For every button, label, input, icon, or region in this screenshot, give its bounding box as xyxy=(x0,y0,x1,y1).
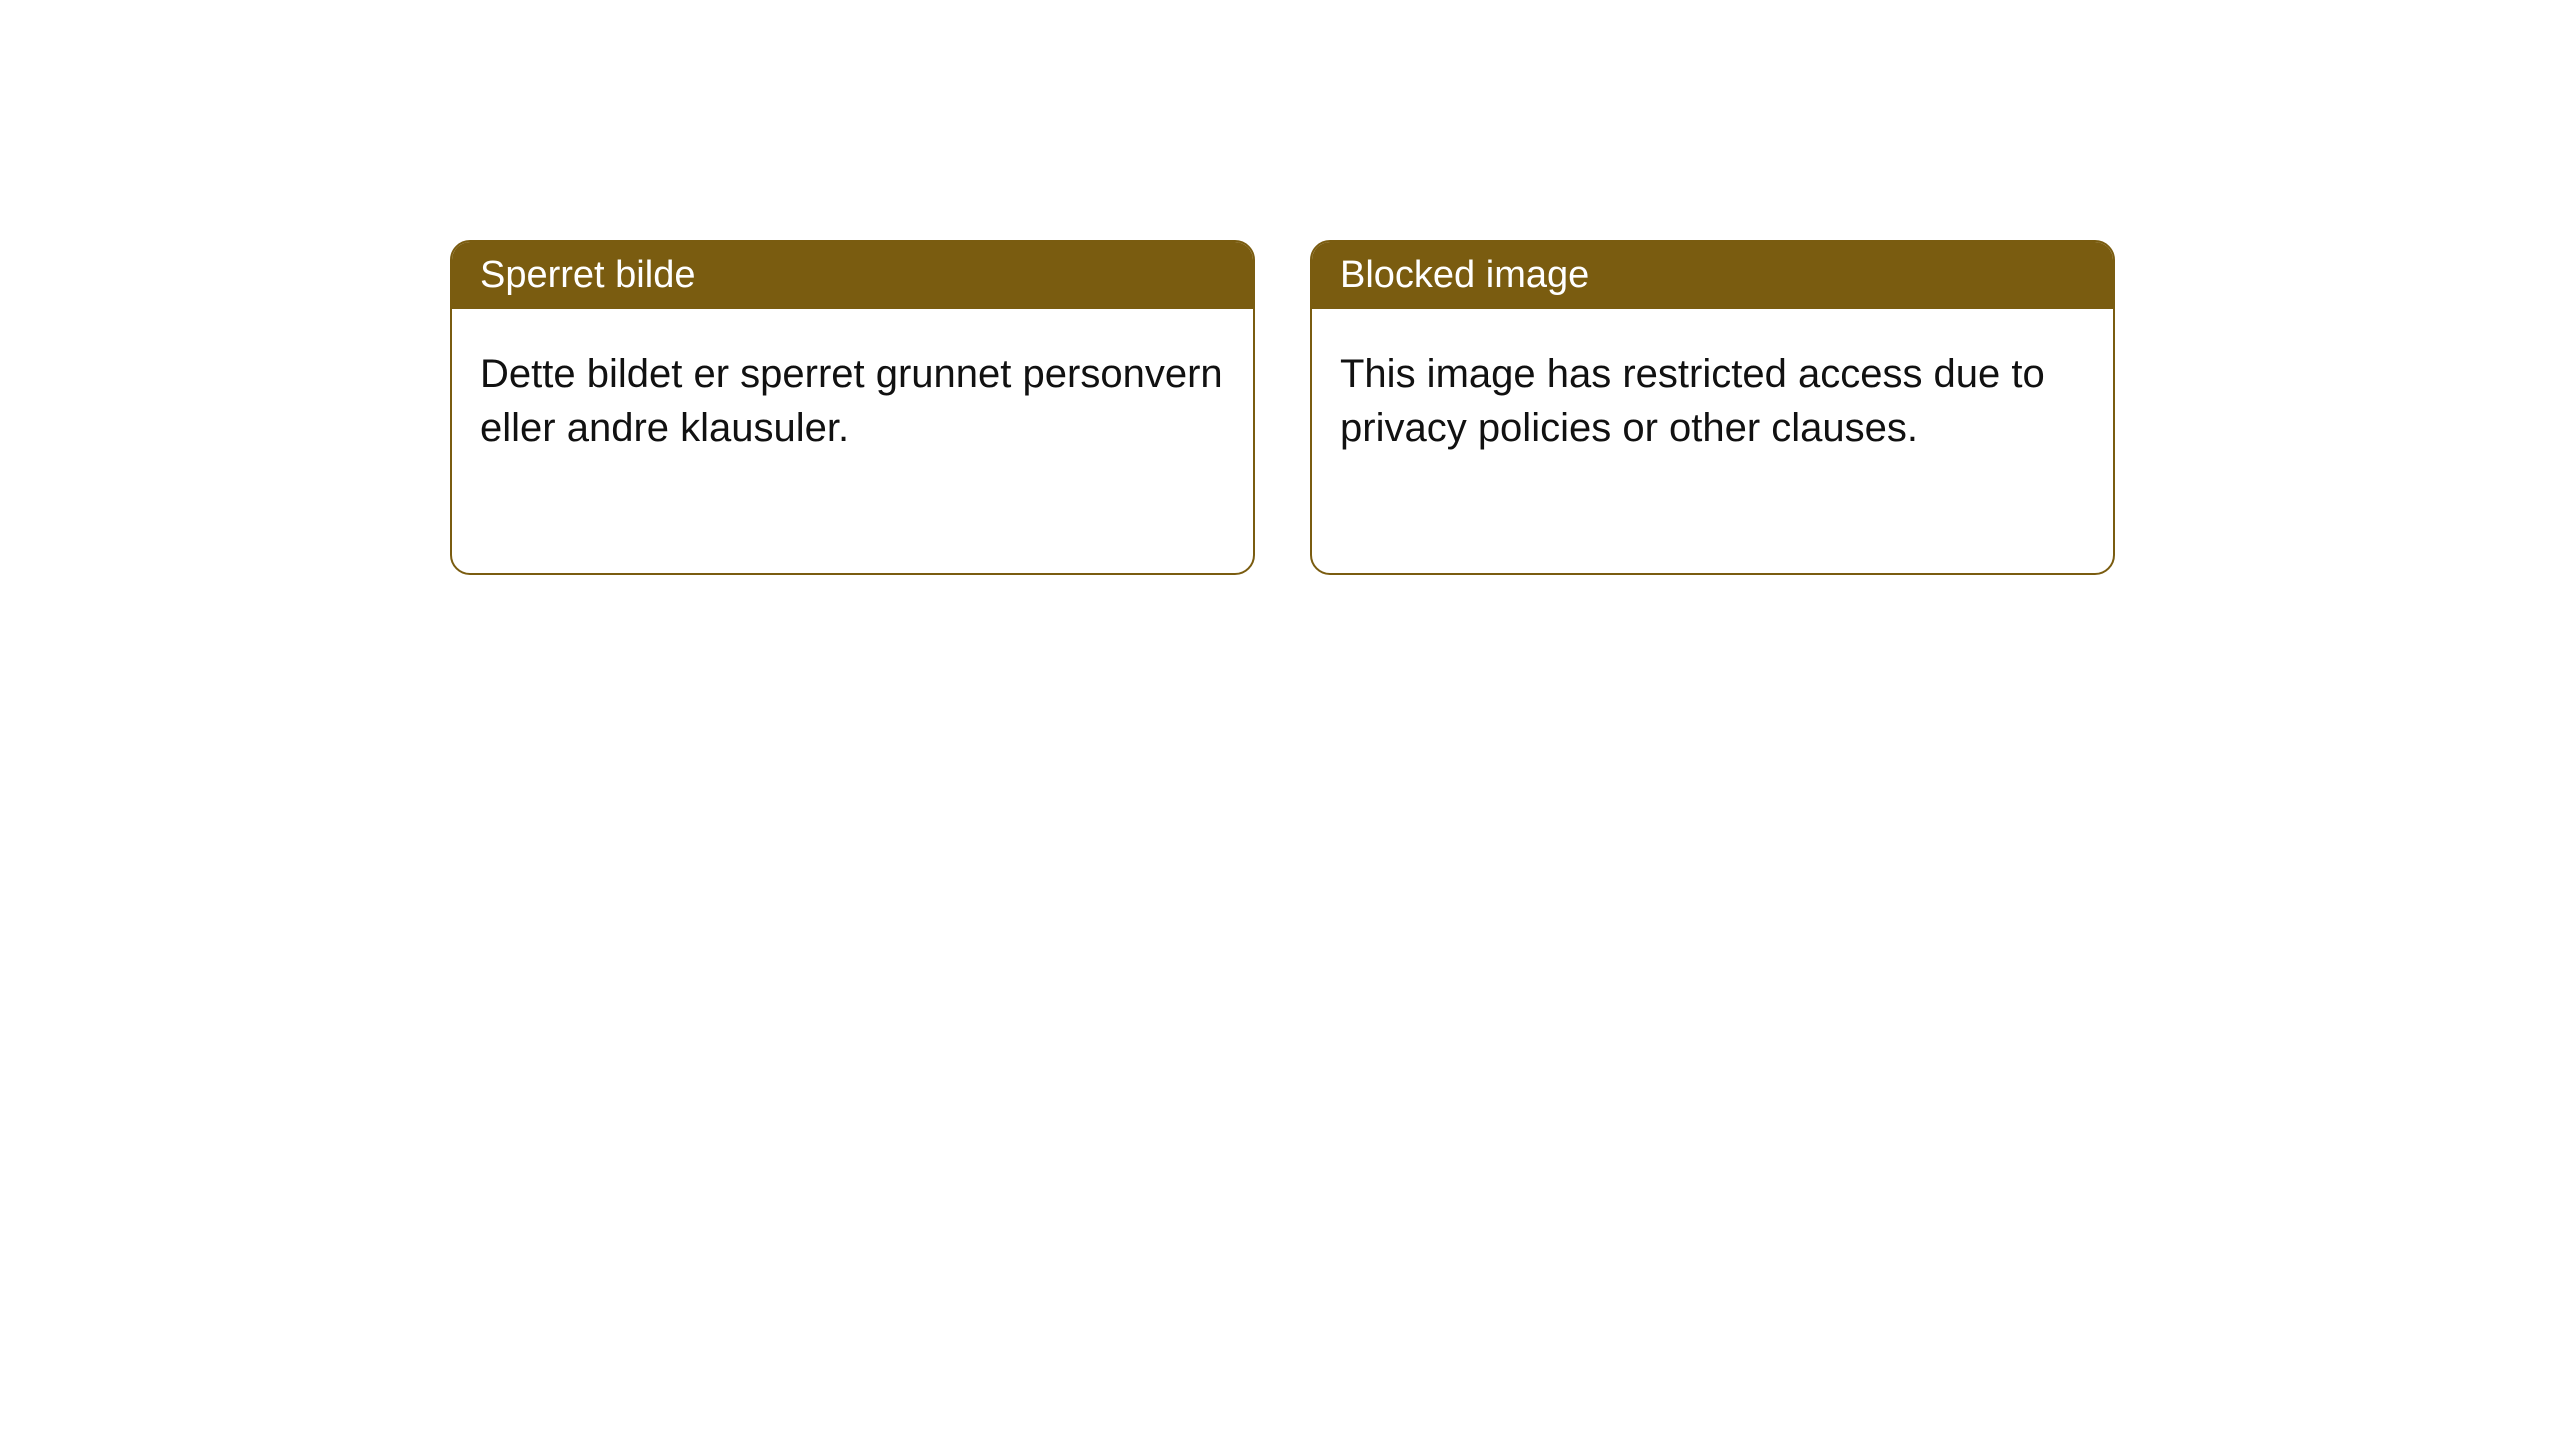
card-header: Sperret bilde xyxy=(452,242,1253,309)
card-body: This image has restricted access due to … xyxy=(1312,309,2113,493)
card-title: Blocked image xyxy=(1340,254,1589,296)
notice-card-norwegian: Sperret bilde Dette bildet er sperret gr… xyxy=(450,240,1255,575)
card-body-text: Dette bildet er sperret grunnet personve… xyxy=(480,352,1223,450)
card-body: Dette bildet er sperret grunnet personve… xyxy=(452,309,1253,493)
notice-card-english: Blocked image This image has restricted … xyxy=(1310,240,2115,575)
notice-cards-container: Sperret bilde Dette bildet er sperret gr… xyxy=(0,0,2560,575)
card-title: Sperret bilde xyxy=(480,254,695,296)
card-header: Blocked image xyxy=(1312,242,2113,309)
card-body-text: This image has restricted access due to … xyxy=(1340,352,2045,450)
